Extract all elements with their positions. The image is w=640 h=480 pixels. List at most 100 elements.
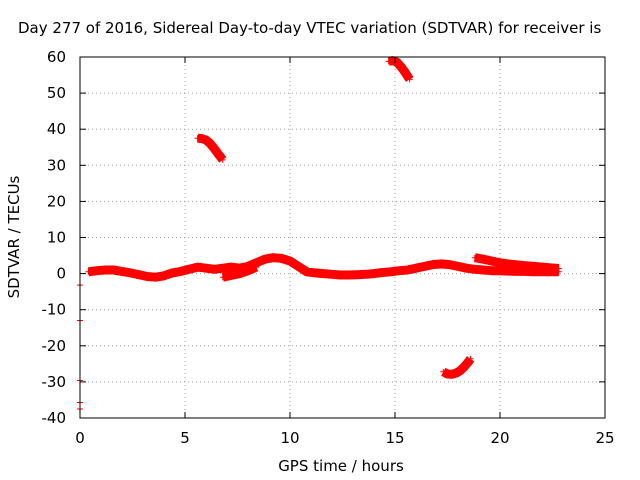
data-point — [467, 355, 474, 362]
data-point — [406, 76, 413, 83]
data-point — [463, 265, 470, 272]
data-point — [102, 266, 109, 273]
data-point — [497, 259, 503, 266]
data-point — [303, 268, 310, 275]
y-tick-label: 10 — [47, 229, 66, 247]
data-point — [85, 268, 92, 275]
data-point — [488, 267, 495, 274]
data-point — [480, 266, 487, 273]
data-point — [539, 264, 545, 271]
y-tick-label: 0 — [56, 265, 66, 283]
data-point — [152, 274, 159, 281]
data-point — [236, 270, 243, 277]
data-point — [387, 268, 394, 275]
data-point — [421, 263, 428, 270]
y-axis-label: SDTVAR / TECUs — [5, 175, 23, 298]
x-tick-label: 5 — [180, 429, 190, 447]
data-point — [287, 257, 293, 264]
data-point — [413, 265, 419, 272]
x-tick-label: 15 — [385, 429, 404, 447]
data-point — [312, 269, 319, 276]
data-point — [119, 268, 125, 275]
data-point — [379, 269, 386, 276]
data-point — [452, 370, 459, 377]
chart-title: Day 277 of 2016, Sidereal Day-to-day VTE… — [18, 19, 601, 37]
data-point — [270, 254, 277, 261]
plot-frame — [79, 56, 606, 419]
data-point — [488, 257, 495, 264]
data-point — [144, 273, 151, 280]
y-tick-label: 20 — [47, 192, 66, 210]
data-point — [161, 272, 167, 279]
x-tick-label: 0 — [75, 429, 85, 447]
data-point — [169, 269, 176, 276]
data-point — [135, 271, 142, 278]
data-point — [329, 271, 335, 278]
data-point — [207, 140, 214, 147]
y-tick-label: -30 — [42, 373, 67, 391]
data-point — [211, 266, 218, 273]
data-point — [438, 260, 445, 267]
data-point — [440, 368, 447, 375]
x-tick-label: 20 — [490, 429, 509, 447]
data-point — [245, 267, 251, 274]
y-tick-label: -10 — [42, 301, 67, 319]
data-point — [505, 260, 512, 267]
data-point — [198, 135, 205, 142]
data-point — [513, 261, 520, 268]
data-point — [219, 156, 226, 163]
data-point — [127, 269, 134, 276]
data-point — [219, 265, 226, 272]
data-point — [215, 151, 222, 158]
data-point — [261, 256, 268, 263]
x-tick-label: 10 — [280, 429, 299, 447]
data-point — [404, 266, 411, 273]
data-point — [354, 271, 361, 278]
data-point — [203, 137, 209, 144]
data-point — [385, 58, 392, 65]
x-tick-label: 25 — [595, 429, 614, 447]
y-tick-label: 60 — [47, 48, 66, 66]
data-point — [402, 69, 409, 76]
data-point — [278, 255, 285, 262]
y-tick-label: 40 — [47, 120, 66, 138]
data-point — [228, 264, 235, 271]
data-point — [186, 266, 193, 273]
data-point — [547, 264, 554, 271]
data-point — [396, 267, 403, 274]
data-point — [211, 145, 218, 152]
series-trace — [387, 56, 414, 82]
data-point — [429, 261, 436, 268]
data-point — [461, 363, 468, 370]
grid — [80, 57, 605, 418]
data-point — [295, 263, 302, 270]
data-series — [77, 56, 562, 412]
data-point — [555, 265, 562, 272]
data-point — [177, 268, 184, 275]
data-point — [457, 367, 464, 374]
data-point — [337, 272, 344, 279]
data-point — [253, 264, 260, 271]
data-point — [497, 267, 503, 274]
data-point — [471, 266, 478, 273]
data-point — [93, 267, 100, 274]
data-point — [398, 64, 405, 71]
data-point — [194, 264, 201, 271]
data-point — [362, 271, 369, 278]
data-point — [530, 263, 537, 270]
data-point — [522, 262, 529, 269]
y-tick-label: 30 — [47, 156, 66, 174]
data-point — [203, 265, 209, 272]
y-tick-label: -40 — [42, 409, 67, 427]
y-tick-label: 50 — [47, 84, 66, 102]
data-point — [110, 266, 117, 273]
data-point — [228, 272, 235, 279]
y-tick-label: -20 — [42, 337, 67, 355]
data-point — [345, 272, 352, 279]
data-point — [446, 261, 453, 268]
data-point — [513, 268, 520, 275]
data-point — [471, 254, 478, 261]
axes: 0 5 10 15 20 25 -40 -30 -20 -10 0 10 20 30 40 50 60 — [42, 48, 615, 447]
x-axis-label: GPS time / hours — [278, 457, 404, 475]
